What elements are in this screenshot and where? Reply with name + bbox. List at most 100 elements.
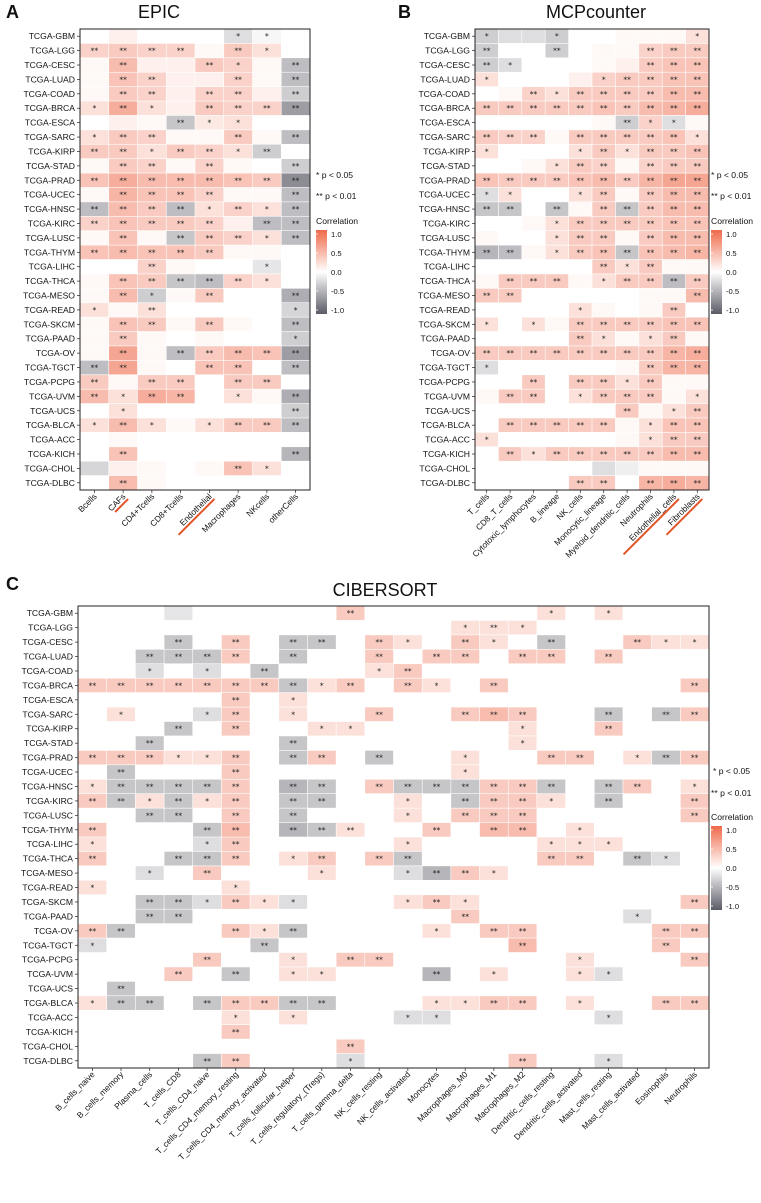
significance-star: ** xyxy=(605,797,613,806)
heatmap-cell xyxy=(421,750,452,766)
heatmap-cell xyxy=(591,460,617,477)
heatmap-cell xyxy=(335,634,366,650)
heatmap-cell xyxy=(622,995,653,1011)
significance-star: ** xyxy=(506,248,514,257)
significance-star: ** xyxy=(292,75,300,84)
heatmap-cell xyxy=(165,446,196,462)
heatmap-cell xyxy=(507,908,538,925)
significance-star: ** xyxy=(647,277,655,286)
significance-star: * xyxy=(205,797,209,806)
heatmap-cell xyxy=(680,1009,710,1026)
heatmap-cell xyxy=(536,620,567,636)
significance-star: ** xyxy=(647,234,655,243)
significance-star: * xyxy=(485,191,489,200)
heatmap-cell xyxy=(165,288,196,304)
heatmap-cell xyxy=(651,649,681,665)
significance-star: ** xyxy=(461,782,469,791)
heatmap-cell xyxy=(393,1038,423,1055)
heatmap-cell xyxy=(194,331,225,347)
significance-star: * xyxy=(406,840,410,849)
significance-star: ** xyxy=(506,277,514,286)
heatmap-cell xyxy=(661,460,687,477)
significance-star: * xyxy=(649,436,653,445)
significance-star: ** xyxy=(232,855,240,864)
heatmap-cell xyxy=(479,894,509,910)
significance-star: ** xyxy=(548,855,556,864)
row-label: TCGA-OV xyxy=(36,348,75,358)
heatmap-cell xyxy=(192,1024,223,1040)
heatmap-cell xyxy=(498,316,523,333)
significance-star: ** xyxy=(553,450,561,459)
heatmap-cell xyxy=(568,460,593,477)
row-label: TCGA-UVM xyxy=(424,391,470,401)
significance-star: * xyxy=(406,898,410,907)
heatmap-cell xyxy=(335,778,366,795)
heatmap-cell xyxy=(79,446,110,462)
significance-star: ** xyxy=(577,162,585,171)
significance-star: ** xyxy=(691,811,699,820)
heatmap-cell xyxy=(249,692,280,708)
heatmap-cell xyxy=(568,273,593,289)
heatmap-cell xyxy=(137,460,167,477)
significance-star: ** xyxy=(119,450,127,459)
heatmap-cell xyxy=(474,302,500,318)
heatmap-cell xyxy=(106,865,136,881)
significance-star: ** xyxy=(623,277,631,286)
heatmap-cell xyxy=(536,721,567,737)
heatmap-cell xyxy=(252,86,282,102)
heatmap-cell xyxy=(278,865,309,881)
heatmap-cell xyxy=(194,388,225,405)
heatmap-cell xyxy=(421,1053,452,1069)
heatmap-cell xyxy=(249,778,280,795)
heatmap-cell xyxy=(622,1009,653,1026)
significance-star: ** xyxy=(461,710,469,719)
significance-star: ** xyxy=(89,927,97,936)
heatmap-cell xyxy=(498,86,523,102)
significance-star: ** xyxy=(146,999,154,1008)
significance-star: ** xyxy=(553,205,561,214)
heatmap-cell xyxy=(421,620,452,636)
row-label: TCGA-LIHC xyxy=(424,262,470,272)
significance-star: ** xyxy=(148,90,156,99)
significance-star: ** xyxy=(647,191,655,200)
heatmap-cell xyxy=(565,649,595,665)
heatmap-cell xyxy=(165,129,196,145)
heatmap-cell xyxy=(280,259,311,275)
row-label: TCGA-PCPG xyxy=(22,955,73,965)
significance-star: ** xyxy=(175,681,183,690)
heatmap-cell xyxy=(393,923,423,939)
legend-tick-label: -0.5 xyxy=(331,287,344,296)
heatmap-cell xyxy=(393,721,423,737)
heatmap-cell xyxy=(108,374,139,390)
significance-star: ** xyxy=(670,104,678,113)
heatmap-cell xyxy=(135,952,165,968)
significance-star: ** xyxy=(119,104,127,113)
row-label: TCGA-PRAD xyxy=(419,175,470,185)
heatmap-cell xyxy=(335,908,366,925)
heatmap-cell xyxy=(450,1038,481,1055)
significance-star: ** xyxy=(119,335,127,344)
heatmap-cell xyxy=(221,937,251,954)
heatmap-cell xyxy=(280,28,311,45)
significance-star: ** xyxy=(206,219,214,228)
heatmap-cell xyxy=(661,259,687,275)
heatmap-cell xyxy=(278,880,309,896)
heatmap-cell xyxy=(335,649,366,665)
heatmap-cell xyxy=(536,880,567,896)
significance-star: ** xyxy=(530,277,538,286)
heatmap-cell xyxy=(77,706,108,723)
significance-star: * xyxy=(435,681,439,690)
row-label: TCGA-BLCA xyxy=(26,420,75,430)
heatmap-cell xyxy=(421,706,452,723)
row-label: TCGA-BLCA xyxy=(421,420,470,430)
significance-star: ** xyxy=(530,133,538,142)
heatmap-cell xyxy=(280,460,311,477)
significance-star: * xyxy=(208,119,212,128)
significance-star: ** xyxy=(119,176,127,185)
heatmap-cell xyxy=(106,1038,136,1055)
significance-star: ** xyxy=(206,364,214,373)
legend-tick-label: -1.0 xyxy=(726,306,739,315)
significance-star: ** xyxy=(347,681,355,690)
significance-star: ** xyxy=(548,754,556,763)
heatmap-cell xyxy=(544,288,570,304)
